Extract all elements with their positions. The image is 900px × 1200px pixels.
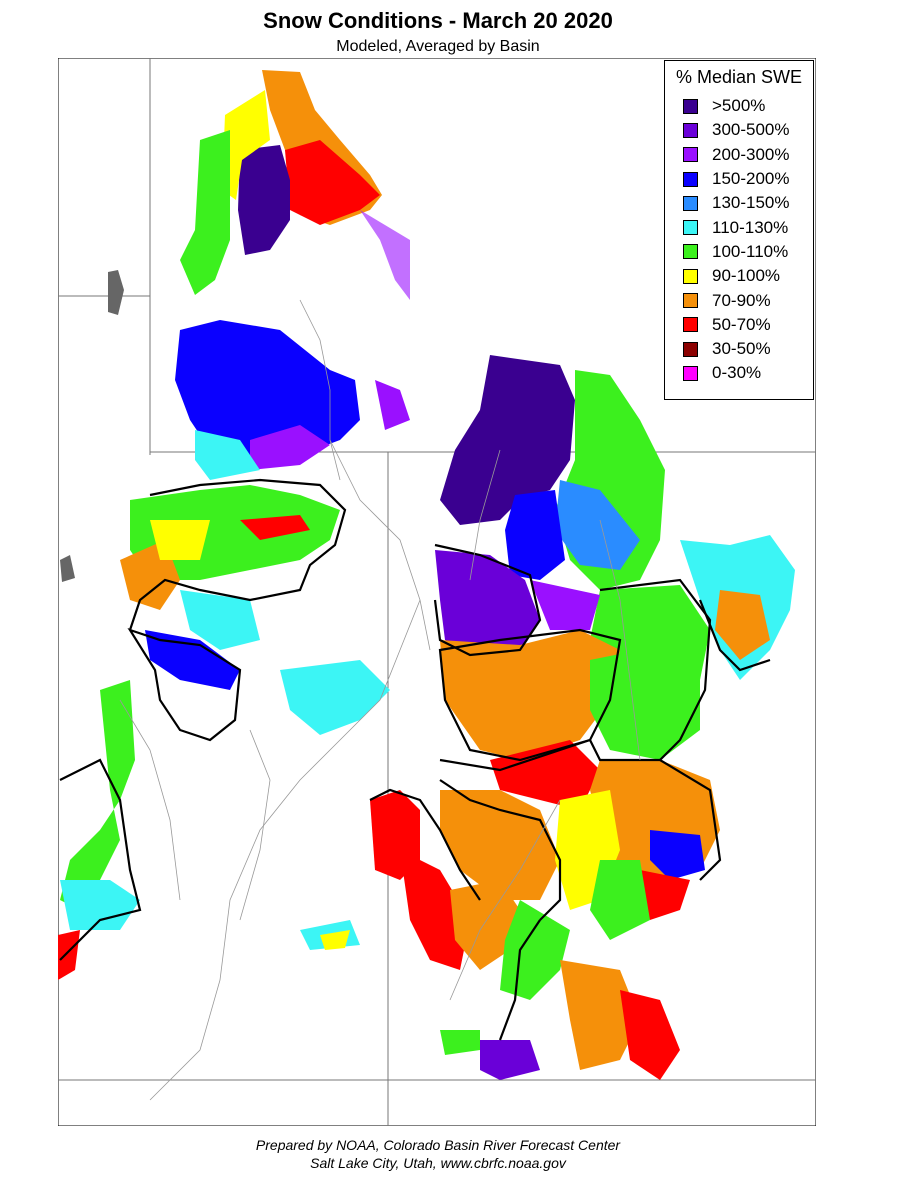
legend-label: 90-100% [712,266,781,286]
legend-item: 0-30% [665,361,813,385]
legend-swatch [683,147,698,163]
legend-swatch [683,171,698,187]
legend-label: 300-500% [712,120,790,140]
legend-item: 200-300% [665,143,813,167]
legend-item: 90-100% [665,264,813,288]
legend-label: 100-110% [712,241,789,261]
basin-boundaries [59,478,771,1041]
legend-list: >500% 300-500% 200-300% 150-200% 130-150% 110… [665,94,813,386]
map-subtitle: Modeled, Averaged by Basin [336,38,540,55]
legend-swatch [683,268,698,284]
legend-swatch [683,293,698,309]
legend-item: 100-110% [665,240,813,264]
legend-swatch [683,341,698,357]
snow-regions [58,70,795,1080]
legend-label: 150-200% [712,169,790,189]
legend-label: 50-70% [712,314,771,334]
rivers [119,299,641,1101]
legend-label: 110-130% [712,217,789,237]
legend-item: 30-50% [665,337,813,361]
legend-label: 0-30% [712,363,762,383]
legend-item: 300-500% [665,118,813,142]
legend-item: 150-200% [665,167,813,191]
legend-label: >500% [712,96,766,116]
legend-label: 30-50% [712,339,771,359]
legend-swatch [683,220,698,236]
legend-swatch [683,317,698,333]
legend-label: 130-150% [712,193,790,213]
footer-credit: Prepared by NOAA, Colorado Basin River F… [255,1137,621,1153]
legend-swatch [683,122,698,138]
legend-item: >500% [665,94,813,118]
legend-swatch [683,98,698,114]
legend-swatch [683,244,698,260]
legend-item: 50-70% [665,313,813,337]
legend-item: 110-130% [665,215,813,239]
legend: % Median SWE >500% 300-500% 200-300% 150-20… [664,60,814,400]
legend-label: 70-90% [712,290,771,310]
legend-item: 130-150% [665,191,813,215]
legend-item: 70-90% [665,288,813,312]
legend-swatch [683,195,698,211]
legend-label: 200-300% [712,144,790,164]
footer-location: Salt Lake City, Utah, www.cbrfc.noaa.gov [310,1155,566,1171]
map-title: Snow Conditions - March 20 2020 [263,8,613,33]
legend-title: % Median SWE [675,67,803,87]
legend-swatch [683,365,698,381]
lakes [60,270,124,582]
